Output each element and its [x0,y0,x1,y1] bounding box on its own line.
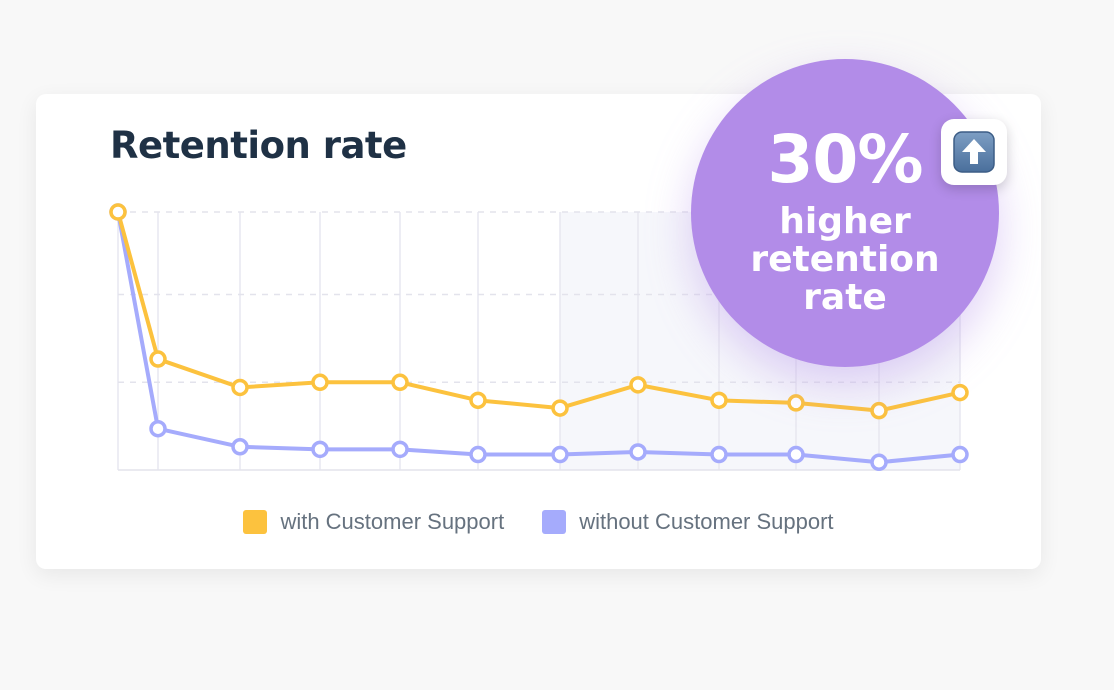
data-point-without-support [391,440,409,459]
legend-label-with-support: with Customer Support [280,509,505,534]
legend-item-with-support: with Customer Support [243,509,504,535]
up-arrow-badge [941,119,1007,185]
data-point-without-support [311,440,329,459]
legend-item-without-support: without Customer Support [542,509,834,535]
data-point-without-support [951,445,969,464]
highlight-line-2: retention [750,239,940,280]
data-point-with-support [870,401,888,420]
data-point-with-support [787,394,805,412]
highlight-bubble: 30% higher retention rate [691,59,999,367]
data-point-with-support [951,383,969,402]
legend-label-without-support: without Customer Support [579,509,834,534]
data-point-without-support [629,443,647,461]
data-point-with-support [231,378,249,397]
chart-title: Retention rate [110,124,407,167]
chart-legend: with Customer Support without Customer S… [36,509,1041,535]
series-line-with-support [116,210,962,413]
data-point-without-support [149,419,167,438]
legend-swatch-without-support [542,510,567,534]
data-point-with-support [149,350,167,368]
data-point-without-support [870,453,888,472]
data-point-without-support [231,438,249,456]
data-point-without-support [551,445,569,464]
highlight-caption: higher retention rate [691,203,999,317]
data-point-with-support [391,373,409,392]
data-point-with-support [311,373,329,392]
data-point-without-support [469,445,487,464]
legend-swatch-with-support [243,510,268,534]
series-line-without-support [116,210,962,465]
data-point-with-support [551,399,569,417]
highlight-line-1: higher [779,201,911,242]
data-point-with-support [469,391,487,410]
highlight-percent: 30% [767,121,924,198]
data-point-with-support [109,203,127,221]
data-point-without-support [710,445,728,464]
highlight-line-3: rate [803,277,887,318]
data-point-without-support [787,445,805,464]
up-arrow-icon [953,131,995,173]
data-point-with-support [629,376,647,394]
data-point-with-support [710,391,728,410]
